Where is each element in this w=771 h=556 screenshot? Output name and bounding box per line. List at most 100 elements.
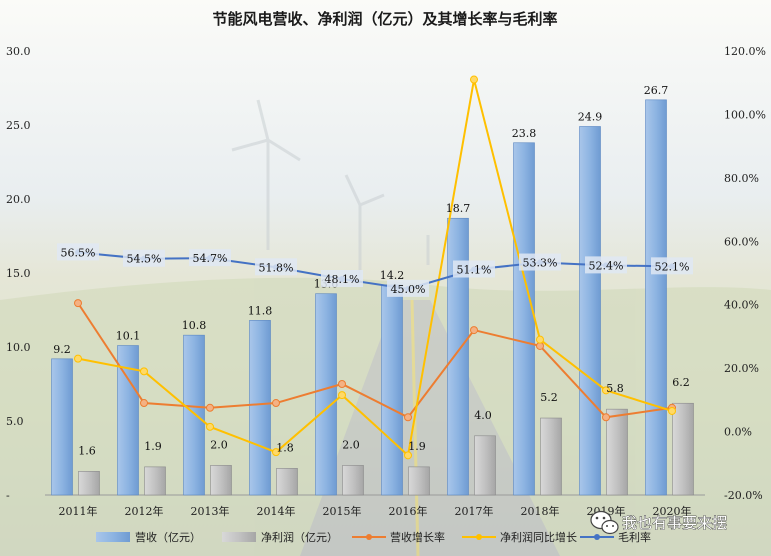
watermark-text: 我也有事要来摆 [622, 514, 727, 532]
legend: 营收（亿元） 净利润（亿元） 营收增长率 净利润同比增长 毛利率 [96, 530, 651, 544]
revenue-bar-label: 9.2 [53, 343, 71, 356]
gross-margin-label-text: 52.1% [655, 260, 690, 273]
legend-label-revenue: 营收（亿元） [135, 530, 201, 544]
net-profit-bar-label: 5.8 [606, 382, 624, 395]
gross-margin-label: 48.1% [321, 270, 363, 288]
gross-margin-label-box [387, 279, 429, 297]
net-profit-bar [276, 468, 298, 496]
left-tick-label: 10.0 [6, 341, 31, 354]
x-tick-label: 2013年 [191, 504, 230, 518]
gross-margin-label-box [57, 243, 99, 261]
revenue-growth-marker [140, 399, 148, 408]
net-profit-growth-marker [206, 422, 214, 431]
revenue-bar [645, 99, 667, 496]
right-tick-label: 20.0% [724, 362, 759, 375]
net-profit-bar-label: 1.9 [144, 440, 162, 453]
left-tick-label: - [6, 489, 10, 502]
legend-label-revenue-growth: 营收增长率 [390, 530, 445, 544]
right-tick-label: 0.0% [724, 426, 752, 439]
net-profit-bar-label: 4.0 [474, 409, 492, 422]
net-profit-bar-label: 5.2 [540, 391, 558, 404]
chart-title: 节能风电营收、净利润（亿元）及其增长率与毛利率 [212, 10, 557, 28]
revenue-bar-label: 11.8 [248, 304, 273, 317]
gross-margin-label: 54.5% [123, 249, 165, 267]
x-tick-label: 2018年 [521, 504, 560, 518]
revenue-bar [249, 320, 271, 496]
watermark: 我也有事要来摆 [590, 510, 727, 535]
net-profit-bar [210, 465, 232, 496]
gross-margin-label: 51.8% [255, 258, 297, 276]
bar-series [51, 99, 694, 496]
left-tick-label: 20.0 [6, 193, 31, 206]
gross-margin-label-text: 48.1% [325, 273, 360, 286]
gross-margin-label-text: 54.5% [127, 253, 162, 266]
left-tick-label: 30.0 [6, 45, 31, 58]
gross-margin-label-box [123, 249, 165, 267]
left-tick-label: 25.0 [6, 119, 31, 132]
x-tick-label: 2012年 [125, 504, 164, 518]
legend-marker-revenue-growth [366, 534, 372, 540]
net-profit-growth-marker [536, 335, 544, 344]
revenue-growth-marker [272, 399, 280, 408]
right-tick-label: -20.0% [724, 489, 763, 502]
gross-margin-label-box [519, 253, 561, 271]
left-tick-label: 15.0 [6, 267, 31, 280]
legend-marker-gross-margin [594, 534, 600, 540]
x-tick-label: 2020年 [653, 504, 692, 518]
gross-margin-label-text: 52.4% [589, 259, 624, 272]
wechat-icon [590, 510, 619, 535]
gross-margin-label: 56.5% [57, 243, 99, 261]
net-profit-bar-label: 2.0 [210, 438, 228, 451]
net-profit-growth-marker [470, 75, 478, 84]
gross-margin-label-text: 53.3% [523, 257, 558, 270]
x-tick-label: 2015年 [323, 504, 362, 518]
gross-margin-label-box [585, 256, 627, 274]
net-profit-growth-line [77, 79, 673, 458]
data-labels: 9.210.110.811.813.614.218.723.824.926.71… [53, 84, 693, 457]
revenue-growth-marker [338, 380, 346, 388]
gross-margin-label: 53.3% [519, 253, 561, 271]
revenue-bar-label: 14.2 [380, 269, 405, 282]
net-profit-bar [144, 466, 166, 496]
net-profit-growth-marker [272, 448, 280, 457]
gross-margin-label: 45.0% [387, 279, 429, 297]
legend-label-gross-margin: 毛利率 [618, 530, 651, 544]
revenue-growth-line [77, 302, 673, 419]
revenue-bar [183, 334, 205, 496]
net-profit-bar [342, 465, 364, 496]
net-profit-growth-marker [602, 386, 610, 395]
gross-margin-label-box [255, 258, 297, 276]
gross-margin-label: 52.4% [585, 256, 627, 274]
net-profit-bar-label: 2.0 [342, 438, 360, 451]
revenue-bar-label: 23.8 [512, 127, 537, 140]
net-profit-growth-marker [140, 367, 148, 376]
gross-margin-label-box [651, 257, 693, 275]
net-profit-growth-marker [404, 451, 412, 460]
gross-margin-label-box [189, 249, 231, 267]
gross-margin-label-text: 54.7% [193, 252, 228, 265]
net-profit-bar [78, 471, 100, 496]
revenue-bar [381, 284, 403, 496]
net-profit-bar-label: 1.9 [408, 440, 426, 453]
net-profit-bar [672, 402, 694, 496]
revenue-bar-label: 24.9 [578, 110, 603, 123]
gross-margin-label-box [321, 270, 363, 288]
net-profit-growth-marker [668, 406, 676, 415]
line-series [74, 75, 676, 460]
x-tick-label: 2017年 [455, 504, 494, 518]
net-profit-bar [540, 417, 562, 496]
legend-label-net-profit: 净利润（亿元） [261, 530, 338, 544]
net-profit-bar [474, 435, 496, 496]
revenue-growth-marker [602, 413, 610, 422]
right-axis: -20.0% 0.0% 20.0% 40.0% 60.0% 80.0% 100.0% 120.… [724, 45, 766, 502]
revenue-growth-marker [404, 413, 412, 422]
gross-margin-label-text: 56.5% [61, 246, 96, 259]
gross-margin-label: 54.7% [189, 249, 231, 267]
gross-margin-label: 51.1% [453, 260, 495, 278]
revenue-bar [51, 358, 73, 496]
revenue-growth-marker [206, 403, 214, 412]
net-profit-bar-label: 1.6 [78, 444, 96, 457]
right-tick-label: 100.0% [724, 108, 766, 121]
